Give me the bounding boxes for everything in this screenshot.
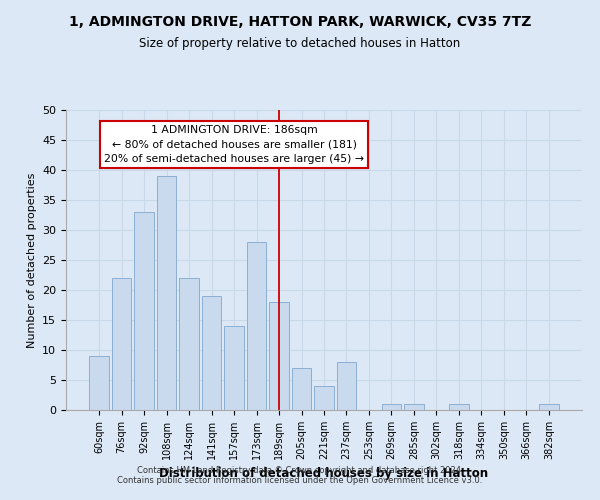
Bar <box>539 404 559 410</box>
Bar <box>337 362 356 410</box>
Bar <box>449 404 469 410</box>
Bar <box>224 326 244 410</box>
Bar <box>202 296 221 410</box>
Bar <box>269 302 289 410</box>
Bar <box>134 212 154 410</box>
Text: 1, ADMINGTON DRIVE, HATTON PARK, WARWICK, CV35 7TZ: 1, ADMINGTON DRIVE, HATTON PARK, WARWICK… <box>69 15 531 29</box>
Bar <box>382 404 401 410</box>
Y-axis label: Number of detached properties: Number of detached properties <box>26 172 37 348</box>
Text: Contains HM Land Registry data © Crown copyright and database right 2024.
Contai: Contains HM Land Registry data © Crown c… <box>118 466 482 485</box>
Bar <box>112 278 131 410</box>
Bar <box>314 386 334 410</box>
Bar <box>179 278 199 410</box>
Bar <box>157 176 176 410</box>
Text: 1 ADMINGTON DRIVE: 186sqm
← 80% of detached houses are smaller (181)
20% of semi: 1 ADMINGTON DRIVE: 186sqm ← 80% of detac… <box>104 125 364 164</box>
Bar <box>89 356 109 410</box>
Bar <box>292 368 311 410</box>
Text: Size of property relative to detached houses in Hatton: Size of property relative to detached ho… <box>139 38 461 51</box>
Bar <box>247 242 266 410</box>
X-axis label: Distribution of detached houses by size in Hatton: Distribution of detached houses by size … <box>160 468 488 480</box>
Bar <box>404 404 424 410</box>
